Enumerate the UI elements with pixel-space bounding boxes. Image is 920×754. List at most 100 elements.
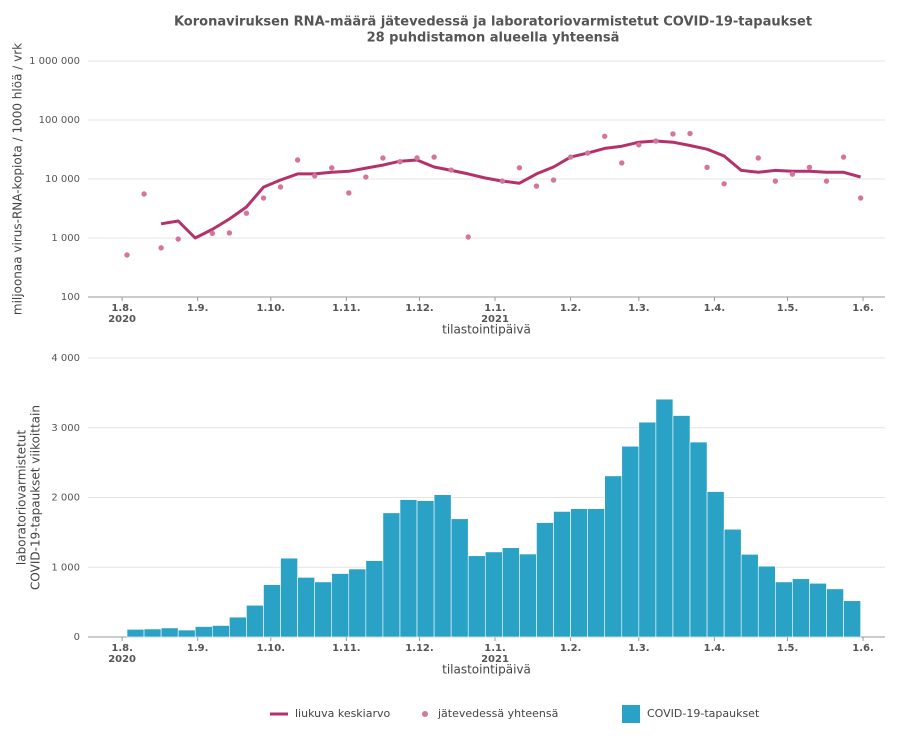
bar (263, 584, 281, 638)
y-tick-label: 4 000 (51, 353, 80, 364)
x-tick-label: 1.9. (187, 303, 209, 314)
year-label: 2021 (481, 314, 509, 325)
x-tick-label: 1.2. (560, 303, 582, 314)
x-tick-label: 1.1. (484, 643, 506, 654)
bar (331, 573, 350, 638)
bar (536, 522, 554, 638)
bar (297, 577, 315, 638)
bar (314, 581, 333, 638)
x-tick-label: 1.12. (405, 303, 433, 314)
x-tick-label: 1.11. (332, 643, 360, 654)
data-point (619, 160, 625, 166)
year-label: 2020 (108, 314, 136, 325)
data-point (431, 154, 437, 160)
data-point (602, 133, 608, 139)
data-point (448, 167, 454, 173)
data-point (346, 190, 352, 196)
bar (416, 500, 435, 638)
data-point (175, 236, 181, 242)
bar (467, 555, 486, 638)
bar (706, 491, 725, 638)
legend-label: COVID-19-tapaukset (647, 707, 760, 720)
data-point (823, 178, 830, 184)
data-point (294, 157, 301, 163)
bar (638, 421, 657, 638)
x-tick-label: 1.10. (257, 643, 285, 654)
data-point (755, 155, 761, 161)
bar (723, 528, 742, 638)
data-point (857, 195, 864, 201)
legend-swatch (622, 705, 640, 723)
data-point (840, 154, 847, 160)
data-point (687, 130, 693, 137)
x-tick-label: 1.5. (777, 303, 799, 314)
data-point (772, 178, 779, 184)
bar (365, 560, 384, 638)
bar (433, 494, 452, 638)
data-point (363, 174, 369, 180)
data-point (260, 195, 267, 201)
bar (126, 629, 145, 638)
data-point (721, 181, 727, 187)
x-tick-label: 1.5. (777, 643, 799, 654)
data-point (636, 142, 642, 148)
chart-subtitle: 28 puhdistamon alueella yhteensä (367, 31, 620, 46)
bar (775, 581, 793, 638)
bar (740, 554, 759, 638)
bar (177, 629, 196, 638)
bar (655, 398, 674, 638)
y-tick-label: 3 000 (51, 423, 80, 434)
data-point (465, 234, 471, 240)
chart-title: Koronaviruksen RNA-määrä jätevedessä ja … (174, 15, 812, 30)
data-point (329, 165, 335, 171)
bar (621, 445, 640, 638)
data-point (141, 191, 147, 197)
data-point (414, 155, 420, 161)
data-point (226, 230, 233, 236)
data-point (277, 184, 284, 190)
legend-swatch (422, 711, 428, 717)
bar (382, 512, 401, 638)
x-tick-label: 1.6. (852, 643, 874, 654)
bar (246, 604, 264, 638)
data-point (380, 155, 386, 161)
bar (809, 582, 827, 638)
y-tick-label: 10 000 (45, 174, 80, 185)
data-point (124, 252, 130, 258)
data-point (158, 245, 164, 251)
data-point (584, 150, 591, 156)
y-axis-title: COVID-19-tapaukset viikoittain (29, 405, 43, 590)
bar (826, 588, 844, 638)
x-tick-label: 1.11. (332, 303, 360, 314)
bar (792, 578, 810, 638)
bar (502, 547, 520, 638)
data-point (209, 230, 216, 237)
x-tick-label: 1.12. (405, 643, 433, 654)
year-label: 2021 (481, 654, 509, 665)
bar (604, 475, 623, 638)
bar (348, 568, 367, 638)
bar (399, 499, 418, 638)
x-tick-label: 1.10. (257, 303, 285, 314)
data-point (311, 173, 318, 179)
data-line (160, 139, 861, 240)
data-point (789, 171, 796, 177)
data-point (243, 210, 250, 216)
bar (672, 415, 691, 638)
year-label: 2020 (108, 654, 136, 665)
y-tick-label: 2 000 (51, 493, 80, 504)
data-point (653, 138, 659, 144)
bar (519, 553, 537, 638)
bar (553, 511, 571, 638)
data-point (516, 165, 523, 171)
y-tick-label: 0 (74, 632, 80, 643)
x-axis-title: tilastointipäivä (442, 663, 531, 677)
bar (587, 508, 606, 638)
bar (570, 508, 588, 638)
x-tick-label: 1.8. (111, 303, 133, 314)
x-tick-label: 1.4. (704, 643, 726, 654)
y-tick-label: 100 (61, 292, 80, 303)
bar (229, 616, 247, 638)
bar (843, 600, 861, 638)
data-point (806, 164, 813, 170)
